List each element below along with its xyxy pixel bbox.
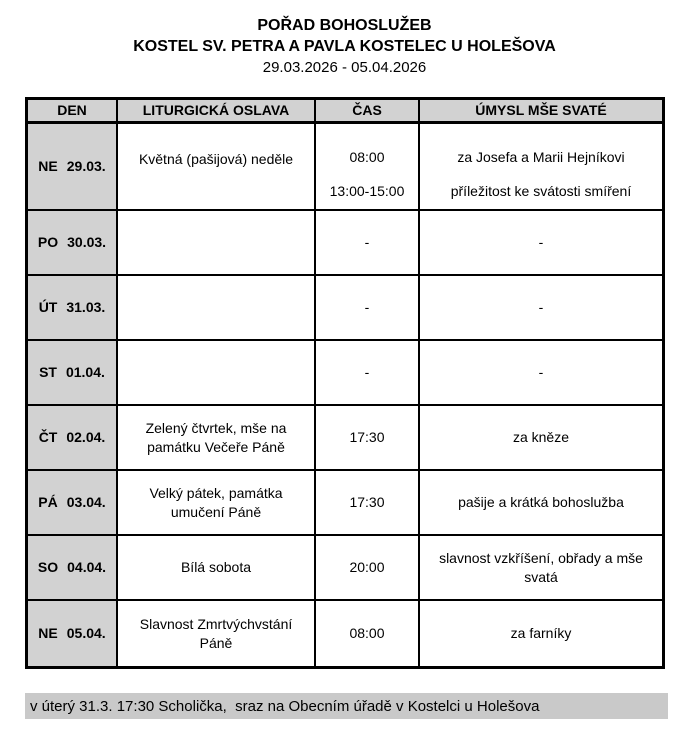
table-row-po-30-03: PO 30.03. - - [28, 211, 662, 276]
day-abbr: PÁ [38, 494, 58, 510]
col-header-liturgicka-oslava: LITURGICKÁ OSLAVA [118, 100, 316, 121]
day-date: 01.04. [65, 364, 105, 380]
day-abbr: ČT [38, 429, 58, 445]
time-entry: 08:00 [349, 149, 385, 165]
day-date: 02.04. [66, 429, 106, 445]
intention-cell: - [538, 234, 544, 250]
intention-cell: slavnost vzkříšení, obřady a mše svatá [439, 549, 643, 585]
day-abbr: PO [37, 234, 59, 250]
day-date: 04.04. [67, 559, 107, 575]
intention-entry: příležitost ke svátosti smíření [450, 183, 632, 199]
celebration-cell [118, 211, 316, 274]
footer-note-bar: v úterý 31.3. 17:30 Scholička, sraz na O… [25, 693, 668, 719]
day-date: 03.04. [66, 494, 106, 510]
date-range: 29.03.2026 - 05.04.2026 [262, 59, 427, 76]
time-cell: - [316, 211, 420, 274]
day-date: 05.04. [66, 625, 106, 641]
day-abbr: NE [38, 625, 58, 641]
day-cell: NE 29.03. [28, 124, 118, 209]
table-row-ut-31-03: ÚT 31.03. - - [28, 276, 662, 341]
col-header-den: DEN [28, 100, 118, 121]
day-cell: PÁ 03.04. [28, 471, 118, 534]
table-row-ct-02-04: ČT 02.04. Zelený čtvrtek, mše na památku … [28, 406, 662, 471]
time-cell: 20:00 [316, 536, 420, 599]
day-cell: ÚT 31.03. [28, 276, 118, 339]
day-cell: ST 01.04. [28, 341, 118, 404]
time-cell: 17:30 [316, 471, 420, 534]
day-cell: SO 04.04. [28, 536, 118, 599]
celebration-text: Květná (pašijová) neděle [138, 151, 294, 167]
intention-entry: za Josefa a Marii Hejníkovi [457, 149, 625, 165]
intention-cell: za Josefa a Marii Hejníkovi příležitost … [420, 124, 662, 209]
col-header-umysl-mse-svate: ÚMYSL MŠE SVATÉ [420, 100, 662, 121]
schedule-table: DEN LITURGICKÁ OSLAVA ČAS ÚMYSL MŠE SVAT… [25, 97, 665, 669]
day-cell: ČT 02.04. [28, 406, 118, 469]
day-abbr: ÚT [38, 299, 58, 315]
celebration-cell: Bílá sobota [118, 536, 316, 599]
intention-cell: za kněze [512, 429, 570, 445]
table-row-pa-03-04: PÁ 03.04. Velký pátek, památka umučení Pá… [28, 471, 662, 536]
day-abbr: NE [38, 158, 58, 174]
celebration-cell: Slavnost Zmrtvýchvstání Páně [118, 601, 316, 666]
col-header-cas: ČAS [316, 100, 420, 121]
document-header: POŘAD BOHOSLUŽEB KOSTEL SV. PETRA A PAVL… [0, 15, 689, 78]
celebration-cell: Zelený čtvrtek, mše na památku Večeře Pá… [118, 406, 316, 469]
celebration-cell [118, 276, 316, 339]
day-date: 31.03. [66, 299, 106, 315]
table-row-ne-29-03: NE 29.03. Květná (pašijová) neděle 08:00 … [28, 124, 662, 211]
time-cell: 08:00 13:00-15:00 [316, 124, 420, 209]
page-title: POŘAD BOHOSLUŽEB [257, 17, 432, 34]
table-row-st-01-04: ST 01.04. - - [28, 341, 662, 406]
table-row-so-04-04: SO 04.04. Bílá sobota 20:00 slavnost vzkř… [28, 536, 662, 601]
time-cell: - [316, 341, 420, 404]
day-abbr: ST [39, 364, 57, 380]
page-subtitle: KOSTEL SV. PETRA A PAVLA KOSTELEC U HOLE… [133, 38, 556, 55]
day-cell: PO 30.03. [28, 211, 118, 274]
intention-cell: - [538, 299, 544, 315]
time-cell: - [316, 276, 420, 339]
footer-note: v úterý 31.3. 17:30 Scholička, sraz na O… [30, 697, 540, 715]
table-header-row: DEN LITURGICKÁ OSLAVA ČAS ÚMYSL MŠE SVAT… [28, 100, 662, 124]
celebration-cell: Květná (pašijová) neděle [118, 124, 316, 209]
time-cell: 08:00 [316, 601, 420, 666]
table-row-ne-05-04: NE 05.04. Slavnost Zmrtvýchvstání Páně 08… [28, 601, 662, 666]
intention-cell: - [538, 364, 544, 380]
time-entry: 13:00-15:00 [329, 183, 405, 199]
celebration-cell: Velký pátek, památka umučení Páně [118, 471, 316, 534]
day-abbr: SO [37, 559, 59, 575]
day-cell: NE 05.04. [28, 601, 118, 666]
intention-cell: pašije a krátká bohoslužba [458, 494, 624, 510]
time-cell: 17:30 [316, 406, 420, 469]
day-date: 29.03. [66, 158, 106, 174]
celebration-cell [118, 341, 316, 404]
intention-cell: za farníky [510, 625, 572, 641]
day-date: 30.03. [67, 234, 107, 250]
